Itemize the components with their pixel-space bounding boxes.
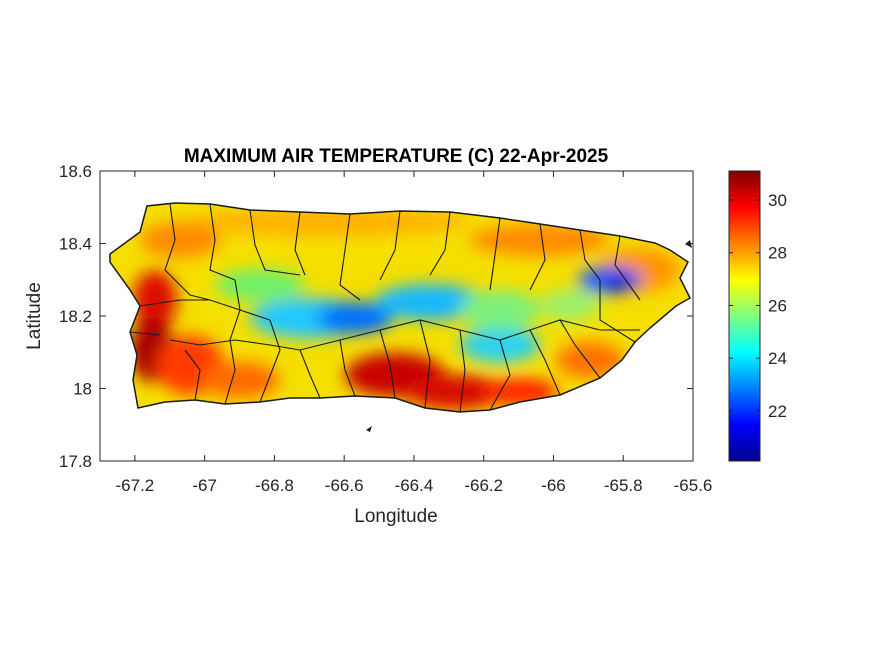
x-tick-label: -66.2 [464,476,503,495]
colorbar-tick-label: 22 [768,402,787,421]
colorbar [728,170,761,462]
x-axis-label: Longitude [354,506,437,527]
colorbar-ticks: 30 28 26 24 22 [729,191,787,421]
x-tick-label: -65.6 [674,476,713,495]
temperature-field [110,203,690,412]
islet [366,426,372,432]
colorbar-tick-label: 30 [768,191,787,210]
y-tick-label: 18 [73,380,92,399]
colorbar-tick-label: 26 [768,296,787,315]
y-tick-label: 17.8 [59,452,92,471]
x-axis: -67.2 -67 -66.8 -66.6 -66.4 -66.2 -66 -65.8 -65.… [116,171,713,495]
municipality-boundaries [129,203,641,412]
y-axis-label: Latitude [24,282,45,350]
y-tick-label: 18.6 [59,162,92,181]
x-tick-label: -67 [192,476,217,495]
x-tick-label: -66.4 [395,476,434,495]
x-tick-label: -66 [541,476,566,495]
y-tick-label: 18.4 [59,235,92,254]
x-tick-label: -66.8 [255,476,294,495]
x-tick-label: -66.6 [325,476,364,495]
x-tick-label: -65.8 [604,476,643,495]
colorbar-tick-label: 24 [768,349,787,368]
x-tick-label: -67.2 [116,476,155,495]
y-tick-label: 18.2 [59,307,92,326]
y-axis: 18.6 18.4 18.2 18 17.8 [59,162,693,471]
chart-title: MAXIMUM AIR TEMPERATURE (C) 22-Apr-2025 [184,146,609,167]
colorbar-tick-label: 28 [768,244,787,263]
